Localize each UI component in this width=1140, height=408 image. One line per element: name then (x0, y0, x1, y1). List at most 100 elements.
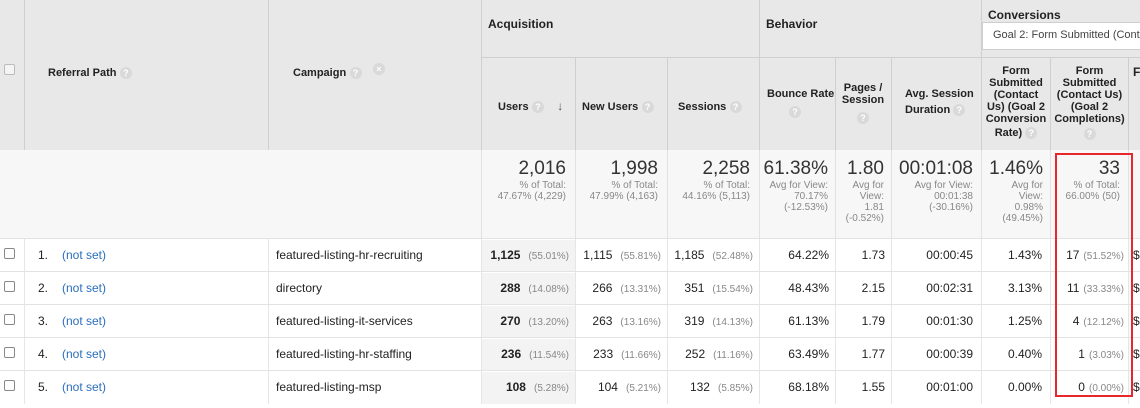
total-sessions-sub1: % of Total: (703, 180, 750, 191)
total-sessions-value: 2,258 (702, 158, 750, 179)
total-sessions: 2,258 % of Total: 44.16% (5,113) (668, 158, 750, 202)
remove-dimension-icon[interactable]: × (372, 62, 385, 75)
table-row[interactable]: 1. (not set) featured-listing-hr-recruitin… (0, 238, 1140, 272)
help-icon[interactable]: ? (641, 100, 654, 113)
sessions-cell: 1,185 (52.48%) (674, 248, 753, 262)
campaign-value: featured-listing-hr-staffing (276, 347, 412, 361)
users-percent: (55.01%) (528, 251, 569, 262)
help-icon[interactable]: ? (1083, 128, 1096, 140)
col-completions-line5: Completions) (1054, 113, 1125, 125)
total-users-sub2: 47.67% (4,229) (497, 191, 566, 202)
col-avg-session-line2-wrap: Duration ? (905, 104, 979, 117)
col-avg-session-duration[interactable]: Avg. Session Duration ? (895, 88, 979, 117)
goal-select[interactable]: Goal 2: Form Submitted (Contac (982, 22, 1140, 50)
col-referral-path[interactable]: Referral Path ? (48, 65, 132, 79)
help-icon[interactable]: ? (789, 105, 801, 118)
total-conv-rate: 1.46% Avg for View: 0.98% (49.45%) (982, 158, 1043, 224)
col-users[interactable]: Users ? ↓ (498, 99, 563, 113)
col-new-users[interactable]: New Users ? (582, 99, 654, 113)
completions-value: 17 (1066, 248, 1080, 262)
help-icon[interactable]: ? (729, 100, 742, 113)
help-icon[interactable]: ? (349, 66, 362, 79)
completions-percent: (51.52%) (1083, 251, 1124, 262)
total-avg-session-sub1: Avg for View: (914, 180, 973, 191)
sessions-percent: (15.54%) (712, 284, 753, 295)
users-value: 270 (500, 314, 521, 328)
row-checkbox[interactable] (4, 281, 15, 292)
new-users-value: 266 (592, 281, 613, 295)
select-all-checkbox[interactable] (4, 64, 15, 75)
sessions-cell: 132 (5.85%) (690, 380, 753, 394)
col-bounce-rate[interactable]: Bounce Rate ? (767, 88, 834, 118)
total-completions: 33 % of Total: 66.00% (50) (1051, 158, 1120, 202)
new-users-value: 104 (597, 380, 618, 394)
row-number: 2. (38, 281, 49, 295)
conversion-rate-value: 0.00% (1007, 380, 1042, 394)
completions-value: 1 (1078, 347, 1085, 361)
col-campaign[interactable]: Campaign ? × (293, 62, 385, 79)
sessions-value: 351 (684, 281, 705, 295)
sessions-cell: 252 (11.16%) (685, 347, 753, 361)
total-avg-session-sub3: (-30.16%) (929, 202, 973, 213)
col-sessions[interactable]: Sessions ? (678, 99, 742, 113)
referral-path-link[interactable]: (not set) (62, 314, 107, 328)
col-conv-rate-line3: (Contact (993, 89, 1039, 101)
row-number: 3. (38, 314, 49, 328)
row-checkbox[interactable] (4, 248, 15, 259)
users-cell-bg (482, 339, 575, 371)
row-checkbox[interactable] (4, 347, 15, 358)
col-next-partial: F (1133, 65, 1140, 79)
users-value: 288 (500, 281, 521, 295)
referral-path-link[interactable]: (not set) (62, 248, 107, 262)
col-users-label: Users (498, 101, 529, 113)
sort-desc-icon[interactable]: ↓ (557, 99, 564, 113)
table-row[interactable]: 3. (not set) featured-listing-it-services 2… (0, 304, 1140, 338)
help-icon[interactable]: ? (119, 66, 132, 79)
col-conversion-rate[interactable]: Form Submitted (Contact Us) (Goal 2 Conv… (982, 65, 1050, 140)
total-completions-sub2: 66.00% (50) (1065, 191, 1120, 202)
col-goal-completions[interactable]: Form Submitted (Contact Us) (Goal 2 Comp… (1051, 65, 1128, 140)
next-column-value: $ (1133, 314, 1140, 328)
users-value: 108 (505, 380, 526, 394)
table-row[interactable]: 2. (not set) directory 288 (14.08%) 266 (13.31… (0, 271, 1140, 305)
new-users-percent: (13.31%) (620, 284, 661, 295)
help-icon[interactable]: ? (857, 111, 869, 124)
group-behavior: Behavior (766, 17, 818, 31)
total-sessions-sub2: 44.16% (5,113) (682, 191, 750, 202)
sessions-percent: (14.13%) (712, 317, 753, 328)
row-checkbox[interactable] (4, 380, 15, 391)
row-checkbox[interactable] (4, 314, 15, 325)
users-percent: (5.28%) (533, 383, 569, 394)
total-new-users-sub1: % of Total: (611, 180, 658, 191)
users-cell-bg (482, 306, 575, 338)
completions-cell: 11 (33.33%) (1067, 281, 1124, 295)
new-users-cell: 104 (5.21%) (598, 380, 661, 394)
table-header (0, 0, 1140, 150)
sessions-value: 252 (685, 347, 706, 361)
total-new-users-sub2: 47.99% (4,163) (589, 191, 658, 202)
new-users-value: 1,115 (583, 248, 613, 262)
total-conv-rate-sub4: (49.45%) (1002, 213, 1043, 224)
users-percent: (13.20%) (528, 317, 569, 328)
next-column-value: $ (1133, 281, 1140, 295)
table-row[interactable]: 5. (not set) featured-listing-msp 108 (5.28%… (0, 370, 1140, 404)
bounce-rate-value: 64.22% (788, 248, 829, 262)
users-cell-bg (482, 372, 575, 404)
sessions-value: 1,185 (674, 248, 705, 262)
col-completions-line1: Form (1075, 65, 1104, 77)
help-icon[interactable]: ? (531, 100, 544, 113)
new-users-value: 263 (592, 314, 613, 328)
referral-path-link[interactable]: (not set) (62, 380, 107, 394)
help-icon[interactable]: ? (953, 104, 966, 117)
table-row[interactable]: 4. (not set) featured-listing-hr-staffing 2… (0, 337, 1140, 371)
referral-path-link[interactable]: (not set) (62, 347, 107, 361)
avg-session-duration-value: 00:00:39 (926, 347, 973, 361)
new-users-cell: 233 (11.66%) (593, 347, 661, 361)
conversion-rate-value: 1.25% (1007, 314, 1042, 328)
help-icon[interactable]: ? (1025, 127, 1038, 140)
referral-path-link[interactable]: (not set) (62, 281, 107, 295)
total-conv-rate-sub1: Avg for (1011, 180, 1044, 191)
col-pages-session[interactable]: Pages / Session ? (836, 82, 890, 127)
completions-percent: (0.00%) (1088, 383, 1124, 394)
completions-percent: (12.12%) (1083, 317, 1124, 328)
